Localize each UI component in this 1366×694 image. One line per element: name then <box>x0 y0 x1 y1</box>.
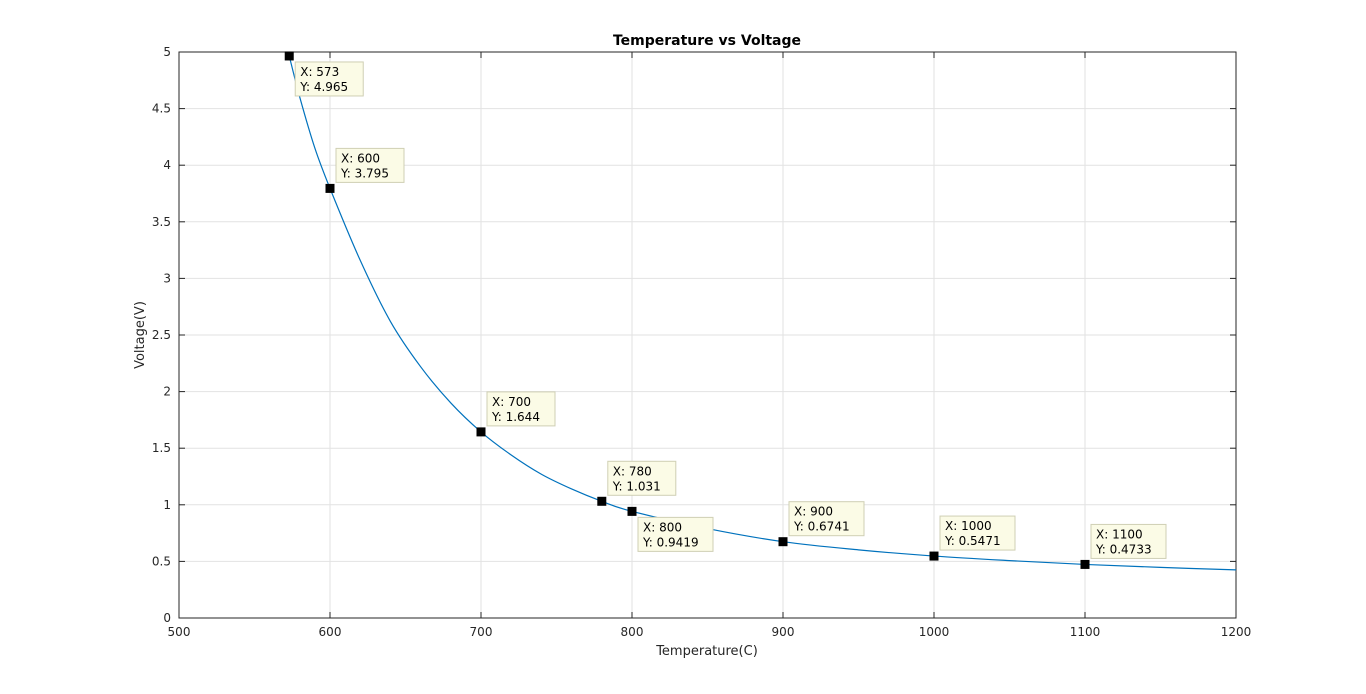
datatip-x-label: X: 573 <box>300 65 339 79</box>
datatip-box <box>294 61 364 97</box>
datatip-markers <box>284 51 1090 569</box>
datatip-y-label: Y: 0.9419 <box>642 535 699 549</box>
series-line <box>288 55 1237 571</box>
datatip-marker[interactable] <box>627 506 637 516</box>
x-axis-ticks: 500 600 700 800 900 1000 1100 1200 <box>168 52 1252 639</box>
datatip-y-label: Y: 0.6741 <box>793 520 850 534</box>
y-tick-label: 1 <box>163 498 171 512</box>
grid-lines <box>179 52 1236 618</box>
y-axis-label: Voltage(V) <box>133 301 148 369</box>
x-tick-label: 800 <box>621 625 644 639</box>
y-tick-label: 3 <box>163 271 171 285</box>
y-tick-label: 2 <box>163 385 171 399</box>
x-tick-label: 1200 <box>1221 625 1252 639</box>
datatip-marker[interactable] <box>476 427 486 437</box>
datatip-marker[interactable] <box>929 551 939 561</box>
y-tick-label: 2.5 <box>152 328 171 342</box>
y-tick-label: 5 <box>163 45 171 59</box>
datatip-y-label: Y: 1.031 <box>612 479 661 493</box>
datatip-y-label: Y: 4.965 <box>299 80 348 94</box>
datatip-box <box>335 147 405 183</box>
datatip-box <box>486 391 556 427</box>
datatip-x-label: X: 780 <box>613 464 652 478</box>
datatip-marker[interactable] <box>597 496 607 506</box>
datatip-y-label: Y: 0.5471 <box>944 534 1001 548</box>
y-tick-label: 1.5 <box>152 441 171 455</box>
datatip-marker[interactable] <box>1080 559 1090 569</box>
datatip-x-label: X: 900 <box>794 505 833 519</box>
y-tick-label: 4 <box>163 158 171 172</box>
series-layer <box>288 55 1237 571</box>
datatip-box <box>788 501 865 537</box>
x-tick-label: 900 <box>772 625 795 639</box>
datatip-x-label: X: 600 <box>341 151 380 165</box>
y-tick-label: 0.5 <box>152 554 171 568</box>
datatip-marker[interactable] <box>778 537 788 547</box>
datatip-y-label: Y: 1.644 <box>491 410 540 424</box>
datatip-x-label: X: 800 <box>643 520 682 534</box>
y-tick-label: 0 <box>163 611 171 625</box>
chart-title: Temperature vs Voltage <box>613 33 801 49</box>
x-tick-label: 700 <box>470 625 493 639</box>
datatip-box <box>607 460 677 496</box>
x-tick-label: 500 <box>168 625 191 639</box>
datatip-box <box>637 516 714 552</box>
x-tick-label: 600 <box>319 625 342 639</box>
y-tick-label: 3.5 <box>152 215 171 229</box>
datatip-box <box>939 515 1016 551</box>
datatip-x-label: X: 1100 <box>1096 527 1143 541</box>
x-axis-label: Temperature(C) <box>655 644 758 659</box>
datatip-y-label: Y: 0.4733 <box>1095 542 1152 556</box>
datatip-marker[interactable] <box>325 183 335 193</box>
x-tick-label: 1100 <box>1070 625 1101 639</box>
y-axis-ticks: 0 0.5 1 1.5 2 2.5 3 3.5 4 4.5 5 <box>152 45 1236 625</box>
datatip-marker[interactable] <box>284 51 294 61</box>
datatip-box <box>1090 523 1167 559</box>
datatip-y-label: Y: 3.795 <box>340 166 389 180</box>
y-tick-label: 4.5 <box>152 102 171 116</box>
datatip-x-label: X: 700 <box>492 395 531 409</box>
x-tick-label: 1000 <box>919 625 950 639</box>
datatip-x-label: X: 1000 <box>945 519 992 533</box>
